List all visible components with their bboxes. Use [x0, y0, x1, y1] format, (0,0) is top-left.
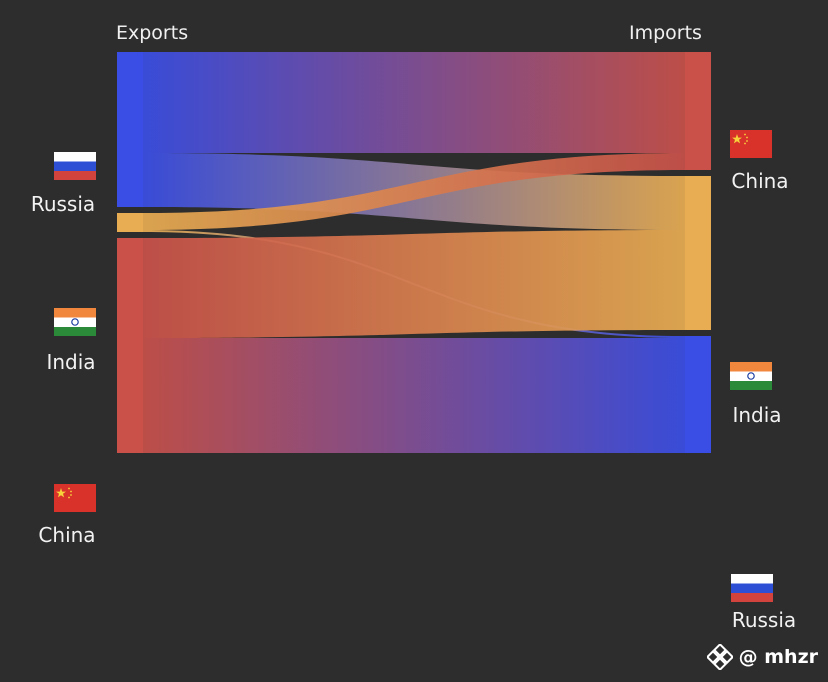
india-flag-icon: [54, 308, 96, 336]
flow-russia-to-china: [143, 52, 685, 153]
watermark: @ mhzr: [706, 644, 818, 670]
china-flag-icon: [730, 130, 772, 158]
exporter-label-china: China: [38, 523, 96, 547]
flow-china-to-india: [143, 230, 685, 338]
flow-china-to-russia: [143, 338, 685, 453]
exporter-label-russia: Russia: [30, 192, 96, 216]
flow-india-to-china: [143, 153, 685, 230]
importer-node-russia: [685, 336, 711, 453]
china-flag-icon: [54, 484, 96, 512]
exporter-label-india: India: [46, 350, 96, 374]
exporter-node-russia: [117, 52, 143, 207]
exports-header: Exports: [116, 22, 189, 44]
india-flag-icon: [730, 362, 772, 390]
imports-header: Imports: [629, 22, 702, 44]
diamond-logo-icon: [706, 644, 733, 670]
importer-node-india: [685, 176, 711, 330]
importer-node-china: [685, 52, 711, 170]
importer-label-india: India: [732, 403, 782, 427]
exporter-node-china: [117, 238, 143, 453]
importer-label-china: China: [731, 169, 789, 193]
watermark-text: @ mhzr: [738, 646, 818, 668]
russia-flag-icon: [731, 574, 773, 602]
russia-flag-icon: [54, 152, 96, 180]
importer-label-russia: Russia: [731, 608, 797, 632]
exporter-node-india: [117, 213, 143, 232]
